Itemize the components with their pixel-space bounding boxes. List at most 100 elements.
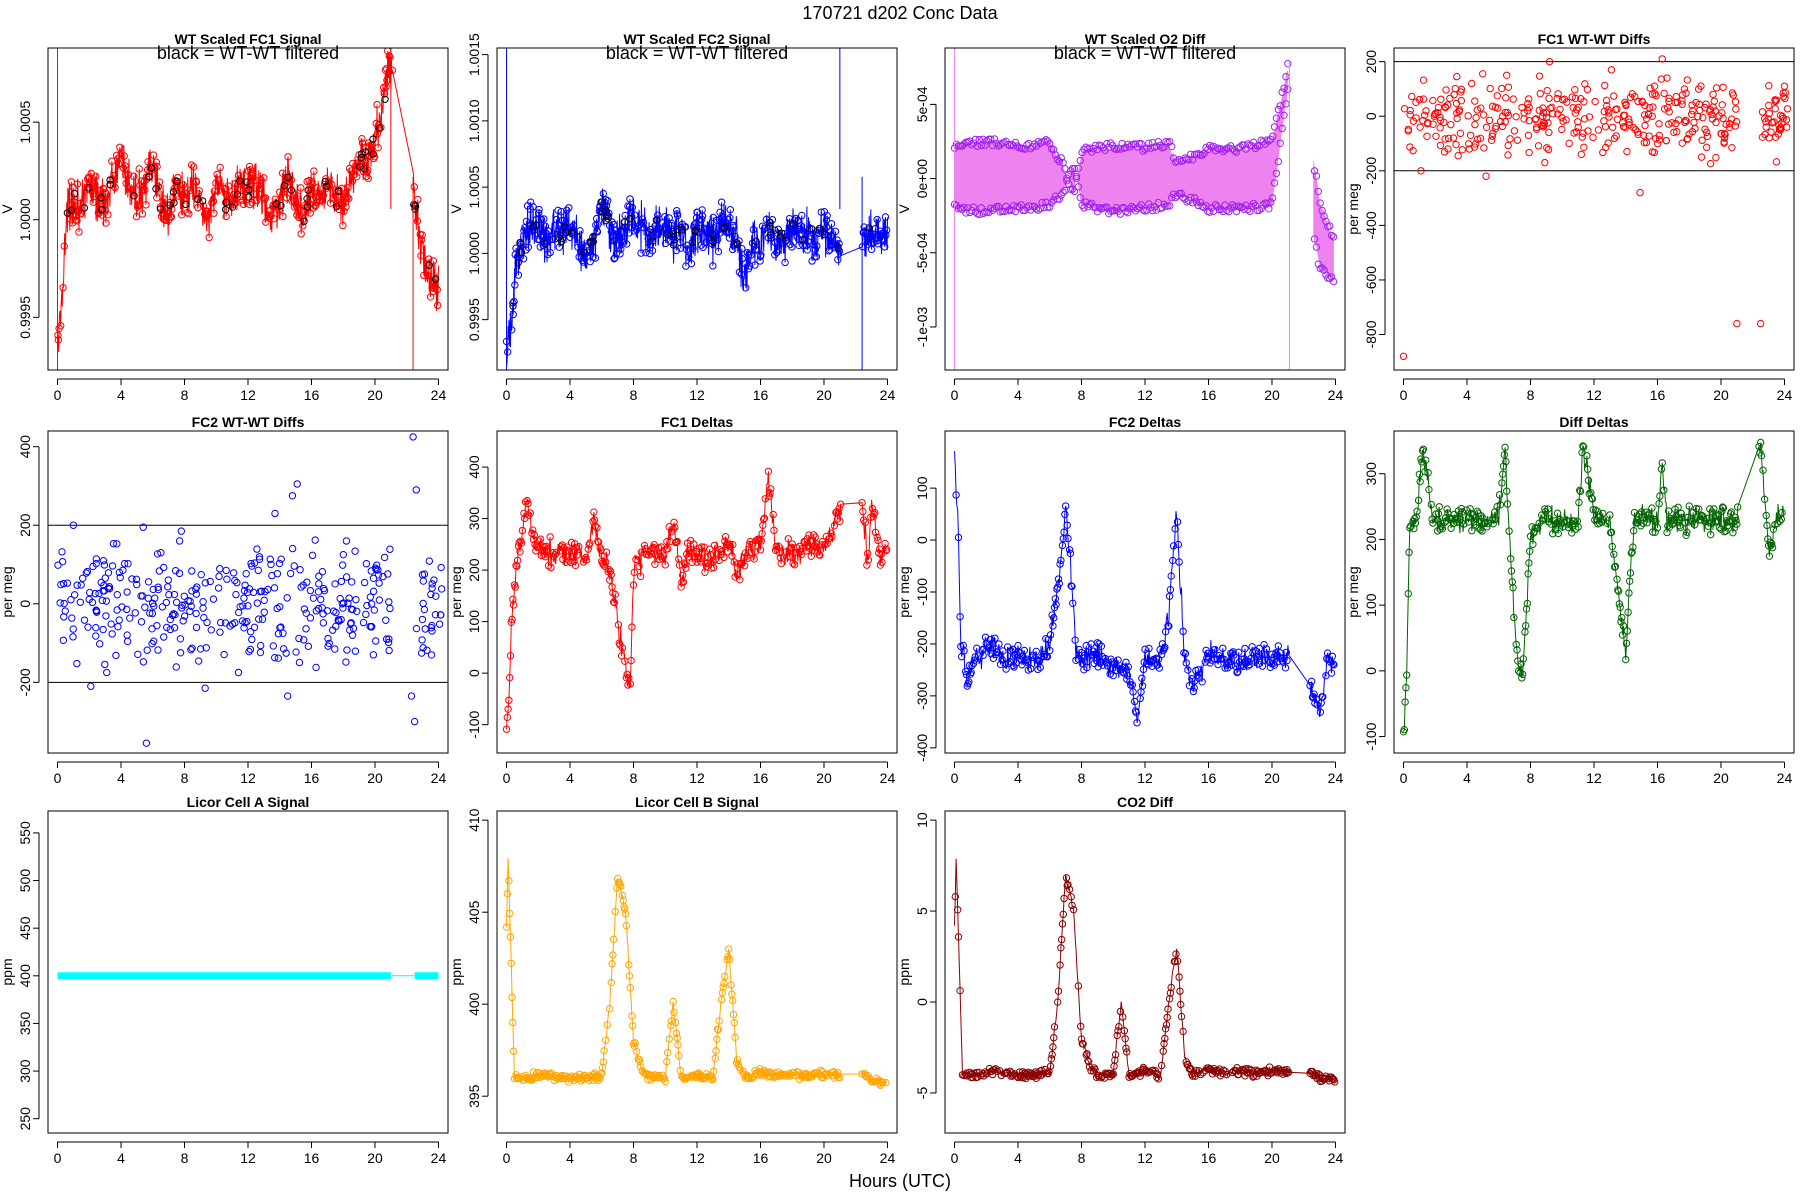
data-point bbox=[433, 301, 442, 310]
data-point bbox=[425, 557, 434, 565]
plot-frame bbox=[496, 810, 898, 1134]
data-point bbox=[635, 562, 643, 570]
panel-title: WT Scaled O2 Diff bbox=[1085, 31, 1206, 47]
data-point bbox=[282, 649, 290, 657]
data-point bbox=[254, 566, 262, 575]
filtered-point bbox=[169, 188, 178, 196]
data-point bbox=[1576, 487, 1585, 496]
data-point bbox=[507, 959, 515, 967]
data-point bbox=[419, 644, 427, 652]
data-point bbox=[234, 171, 243, 180]
data-point bbox=[1318, 264, 1326, 272]
filtered-point bbox=[670, 232, 678, 241]
data-point bbox=[1568, 93, 1576, 101]
data-point bbox=[154, 646, 162, 654]
data-point bbox=[95, 589, 103, 598]
data-point bbox=[1423, 132, 1431, 140]
data-point bbox=[353, 607, 361, 615]
data-point bbox=[345, 594, 353, 602]
data-point bbox=[1422, 456, 1430, 464]
data-point bbox=[1490, 516, 1498, 524]
data-point bbox=[1462, 506, 1470, 514]
y-axis-label: per meg bbox=[896, 566, 912, 617]
data-point bbox=[180, 612, 189, 620]
data-point bbox=[332, 608, 340, 617]
data-point bbox=[1278, 657, 1287, 665]
data-point bbox=[1453, 114, 1461, 123]
data-point bbox=[100, 561, 109, 569]
data-point bbox=[991, 634, 999, 643]
data-point bbox=[771, 238, 779, 247]
data-point bbox=[284, 153, 292, 161]
data-point bbox=[1123, 671, 1132, 680]
data-point bbox=[1554, 90, 1562, 98]
filtered-point bbox=[626, 215, 634, 223]
data-point bbox=[749, 225, 758, 234]
data-point bbox=[1177, 189, 1185, 198]
data-point bbox=[1272, 169, 1281, 178]
data-point bbox=[1765, 552, 1774, 560]
data-point bbox=[529, 225, 537, 234]
data-point bbox=[270, 214, 278, 223]
data-point bbox=[594, 220, 602, 229]
data-point bbox=[687, 259, 696, 268]
data-point bbox=[1173, 157, 1182, 165]
data-point bbox=[412, 624, 421, 633]
data-point bbox=[153, 194, 161, 202]
data-point bbox=[180, 592, 188, 600]
data-point bbox=[1181, 154, 1189, 162]
data-point bbox=[1436, 141, 1445, 150]
data-point bbox=[188, 567, 196, 575]
data-point bbox=[308, 551, 317, 560]
data-point bbox=[756, 546, 765, 554]
data-point bbox=[1059, 910, 1067, 919]
filtered-point bbox=[771, 226, 779, 234]
data-point bbox=[1626, 569, 1635, 577]
data-point bbox=[1240, 141, 1248, 149]
data-point bbox=[423, 260, 431, 268]
data-point bbox=[73, 581, 81, 589]
x-tick-label: 20 bbox=[367, 387, 383, 403]
data-point bbox=[1544, 145, 1553, 154]
data-point bbox=[665, 1035, 673, 1043]
x-tick-label: 4 bbox=[1014, 387, 1022, 403]
data-point bbox=[956, 612, 964, 621]
data-point bbox=[1312, 243, 1321, 251]
data-point bbox=[1132, 708, 1140, 717]
data-point bbox=[1732, 105, 1740, 113]
data-point bbox=[546, 248, 554, 257]
data-point bbox=[513, 556, 522, 565]
filtered-point bbox=[599, 208, 607, 216]
data-point bbox=[1153, 1073, 1161, 1082]
data-point bbox=[1665, 108, 1673, 116]
data-point bbox=[1447, 524, 1455, 532]
data-point bbox=[1625, 115, 1633, 123]
data-point bbox=[1051, 151, 1060, 159]
data-point bbox=[1668, 119, 1676, 127]
data-point bbox=[786, 553, 794, 561]
data-point bbox=[880, 243, 889, 251]
data-point bbox=[266, 555, 274, 563]
data-point-outlier bbox=[1636, 188, 1644, 197]
data-point bbox=[318, 196, 327, 204]
panel-title: Licor Cell A Signal bbox=[187, 794, 310, 810]
data-point bbox=[1329, 660, 1337, 668]
data-point bbox=[1249, 1073, 1257, 1081]
data-point bbox=[1120, 663, 1129, 671]
data-point bbox=[1781, 88, 1790, 97]
x-tick-label: 8 bbox=[1078, 1150, 1086, 1166]
data-point bbox=[565, 204, 573, 212]
data-point bbox=[248, 635, 256, 644]
data-point bbox=[384, 638, 393, 647]
data-point bbox=[1167, 572, 1175, 580]
data-point bbox=[283, 594, 291, 602]
data-point bbox=[710, 541, 719, 550]
data-point bbox=[1441, 135, 1449, 143]
data-point bbox=[1166, 202, 1174, 210]
data-point bbox=[380, 553, 389, 562]
data-point bbox=[602, 558, 610, 566]
data-point bbox=[1573, 517, 1582, 525]
data-point bbox=[1043, 653, 1052, 661]
data-point bbox=[1545, 94, 1553, 103]
filtered-point bbox=[834, 244, 842, 252]
